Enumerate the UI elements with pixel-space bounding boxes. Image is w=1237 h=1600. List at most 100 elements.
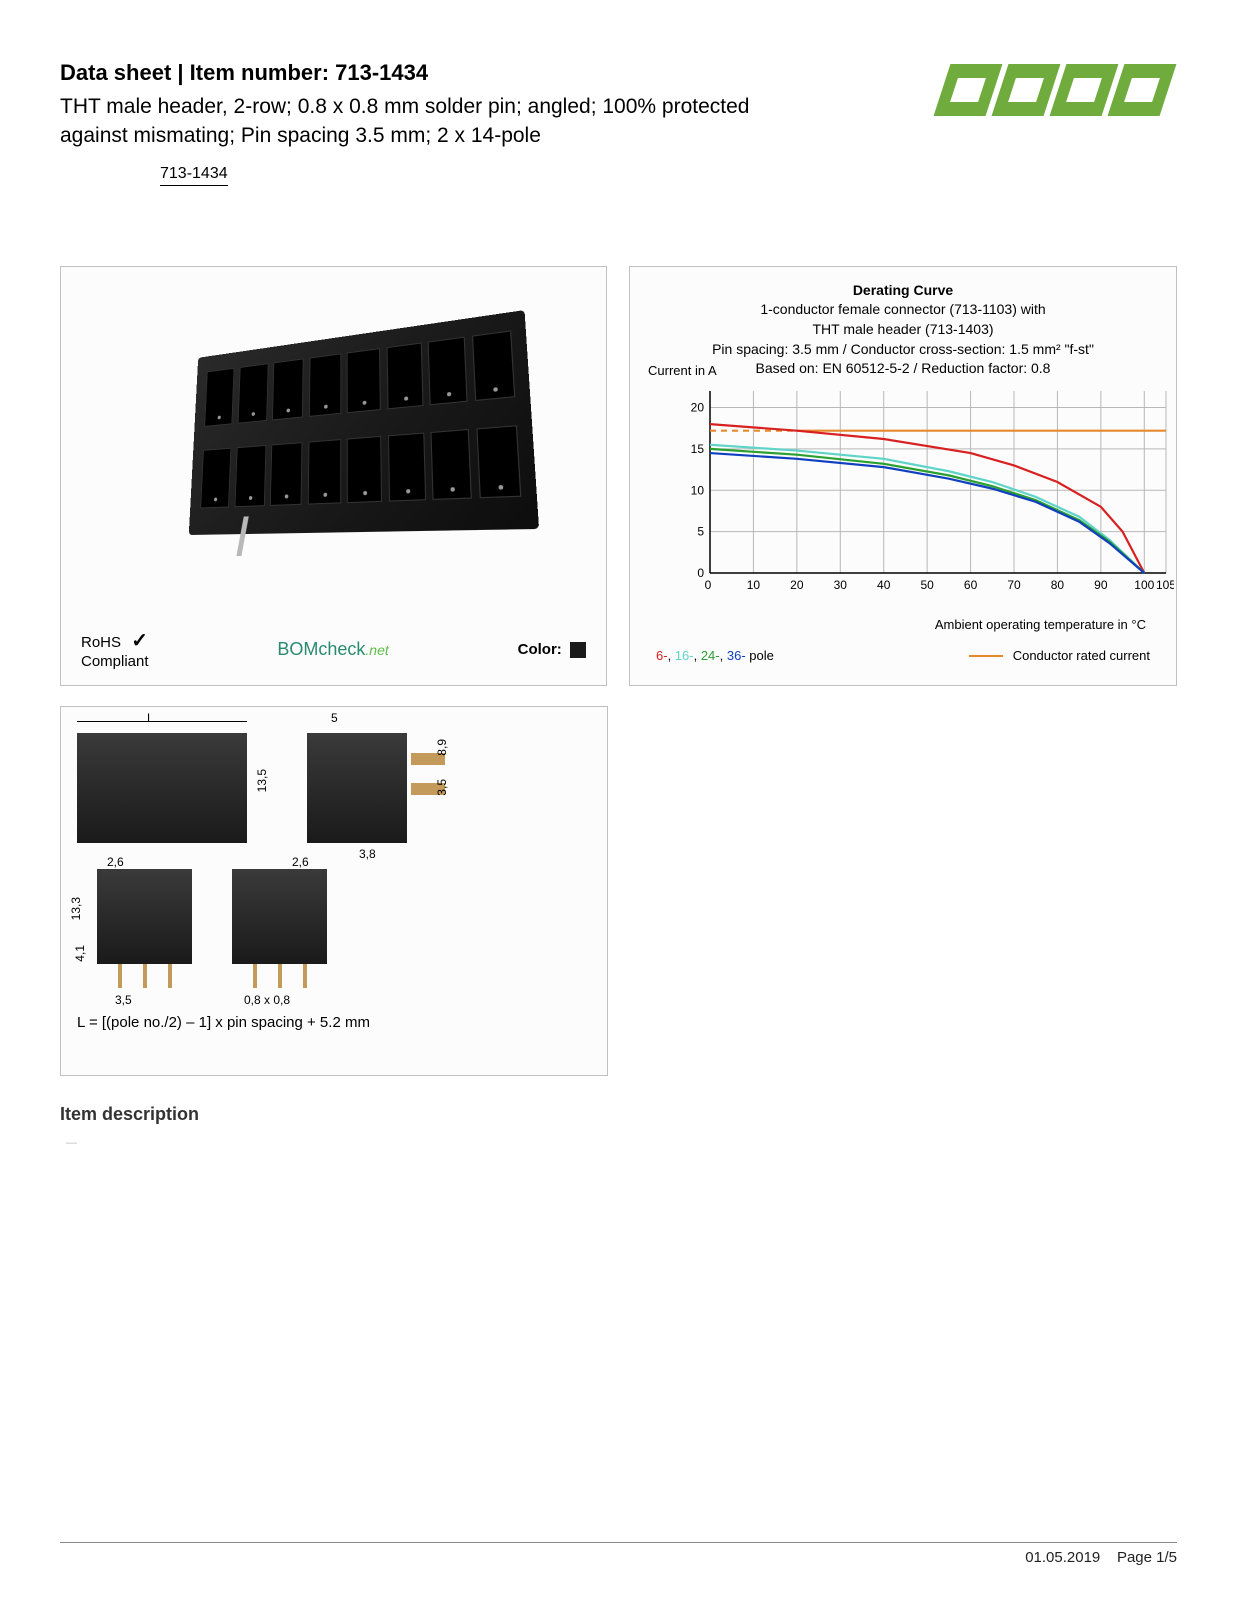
tiny-mark: —: [66, 1137, 1177, 1149]
logo-letter-o: [1108, 64, 1177, 116]
derating-chart-svg: 051015200102030405060708090100105: [684, 385, 1174, 595]
wago-logo: [942, 60, 1177, 120]
connector-cell: [471, 330, 514, 401]
connector-cell: [234, 445, 266, 507]
panels-row: RoHS ✓ Compliant BOMcheck.net Color: Der…: [60, 266, 1177, 686]
svg-text:0: 0: [705, 578, 712, 592]
dim-13-3: 13,3: [69, 897, 83, 920]
svg-text:10: 10: [747, 578, 761, 592]
dim-group-top-right: 5 8,9 3,5 3,8: [287, 719, 407, 843]
photo-footer: RoHS ✓ Compliant BOMcheck.net Color:: [81, 629, 586, 671]
dim-2-6-b: 2,6: [292, 855, 309, 869]
page-footer: 01.05.2019 Page 1/5: [60, 1542, 1177, 1566]
dim-view-front: [77, 733, 247, 843]
dim-view-top-left: [97, 869, 192, 964]
logo-letter-a: [992, 64, 1061, 116]
x-axis-label: Ambient operating temperature in °C: [648, 617, 1146, 632]
title-prefix: Data sheet: [60, 60, 171, 85]
legend-poles: 6-, 16-, 24-, 36- pole: [656, 648, 774, 663]
y-axis-label: Current in A: [648, 363, 717, 378]
dim-view-side: [307, 733, 407, 843]
chart-sub-2: THT male header (713-1403): [812, 321, 993, 337]
dim-5: 5: [331, 711, 338, 725]
color-swatch: [570, 642, 586, 658]
chart-sub-3: Pin spacing: 3.5 mm / Conductor cross-se…: [712, 341, 1094, 357]
svg-text:100: 100: [1134, 578, 1154, 592]
svg-text:20: 20: [790, 578, 804, 592]
svg-text:10: 10: [691, 483, 705, 497]
item-number-tag: 713-1434: [160, 165, 228, 186]
dim-pins-left: [107, 964, 182, 988]
product-photo-panel: RoHS ✓ Compliant BOMcheck.net Color:: [60, 266, 607, 686]
rated-line-icon: [969, 655, 1003, 657]
connector-cell: [272, 358, 304, 420]
title-label: Item number:: [190, 60, 335, 85]
connector-cell: [346, 348, 380, 413]
dim-bottom-row: 2,6 13,3 4,1 3,5 2,6 0,8 x 0,8: [77, 869, 591, 964]
connector-row-1: [201, 330, 518, 432]
dim-2-6-a: 2,6: [107, 855, 124, 869]
chart-sub-4: Based on: EN 60512-5-2 / Reduction facto…: [756, 360, 1051, 376]
dim-3-5s: 3,5: [435, 779, 449, 796]
dim-top-row: L 13,5 5 8,9 3,5 3,8: [77, 719, 591, 843]
dim-line-L: [77, 721, 247, 722]
check-icon: ✓: [131, 630, 148, 652]
dim-3-5: 3,5: [115, 993, 132, 1007]
dim-4-1: 4,1: [73, 945, 87, 962]
legend-6-pole: 6-: [656, 648, 668, 663]
svg-text:105: 105: [1156, 578, 1174, 592]
color-label: Color:: [518, 641, 562, 658]
connector-cell: [430, 429, 471, 500]
legend-pole-suffix: pole: [749, 648, 774, 663]
dimensions-panel: L 13,5 5 8,9 3,5 3,8 2,6: [60, 706, 608, 1076]
connector-cell: [387, 432, 425, 501]
footer-date: 01.05.2019: [1025, 1549, 1100, 1566]
dim-view-top-right: [232, 869, 327, 964]
connector-cell: [347, 436, 382, 503]
title-sep: |: [171, 60, 189, 85]
connector-cell: [386, 342, 423, 409]
legend-rated-text: Conductor rated current: [1013, 648, 1150, 663]
svg-text:5: 5: [697, 524, 704, 538]
product-description: THT male header, 2-row; 0.8 x 0.8 mm sol…: [60, 92, 810, 151]
derating-chart-panel: Derating Curve 1-conductor female connec…: [629, 266, 1177, 686]
dimension-formula: L = [(pole no./2) – 1] x pin spacing + 5…: [77, 1014, 591, 1031]
connector-cell: [307, 439, 340, 504]
svg-text:50: 50: [920, 578, 934, 592]
logo-letter-g: [1050, 64, 1119, 116]
section-heading: Item description: [60, 1104, 1177, 1125]
dim-group-top-left: L 13,5: [77, 719, 247, 843]
footer-page: Page 1/5: [1117, 1549, 1177, 1566]
dim-group-bot-left: 2,6 13,3 4,1 3,5: [97, 869, 192, 964]
solder-pin: [236, 516, 248, 555]
dim-3-8: 3,8: [359, 847, 376, 861]
connector-cell: [427, 336, 467, 405]
chart-sub-1: 1-conductor female connector (713-1103) …: [760, 301, 1045, 317]
rohs-badge: RoHS ✓ Compliant: [81, 629, 149, 671]
svg-text:90: 90: [1094, 578, 1108, 592]
rohs-compliant: Compliant: [81, 653, 149, 670]
page-title: Data sheet | Item number: 713-1434: [60, 60, 942, 86]
connector-cell: [237, 363, 268, 423]
logo-letter-w: [934, 64, 1003, 116]
bomcheck-badge: BOMcheck.net: [277, 639, 388, 660]
connector-row-2: [197, 425, 525, 514]
dim-8-9: 8,9: [435, 739, 449, 756]
product-photo: [124, 291, 544, 591]
dim-group-bot-right: 2,6 0,8 x 0,8: [232, 869, 327, 964]
dim-pins-right: [242, 964, 317, 988]
rohs-text: RoHS: [81, 634, 121, 651]
connector-cell: [308, 353, 340, 416]
title-item-number: 713-1434: [335, 60, 428, 85]
page-container: Data sheet | Item number: 713-1434 THT m…: [0, 0, 1237, 1600]
svg-text:15: 15: [691, 442, 705, 456]
chart-legend: 6-, 16-, 24-, 36- pole Conductor rated c…: [648, 648, 1158, 663]
header-text-block: Data sheet | Item number: 713-1434 THT m…: [60, 60, 942, 186]
bomcheck-suffix: .net: [365, 642, 388, 658]
legend-36-pole: 36-: [727, 648, 746, 663]
legend-rated: Conductor rated current: [969, 648, 1150, 663]
chart-title-block: Derating Curve 1-conductor female connec…: [648, 281, 1158, 379]
bomcheck-text: BOMcheck: [277, 639, 365, 659]
connector-cell: [204, 368, 234, 427]
svg-text:30: 30: [834, 578, 848, 592]
